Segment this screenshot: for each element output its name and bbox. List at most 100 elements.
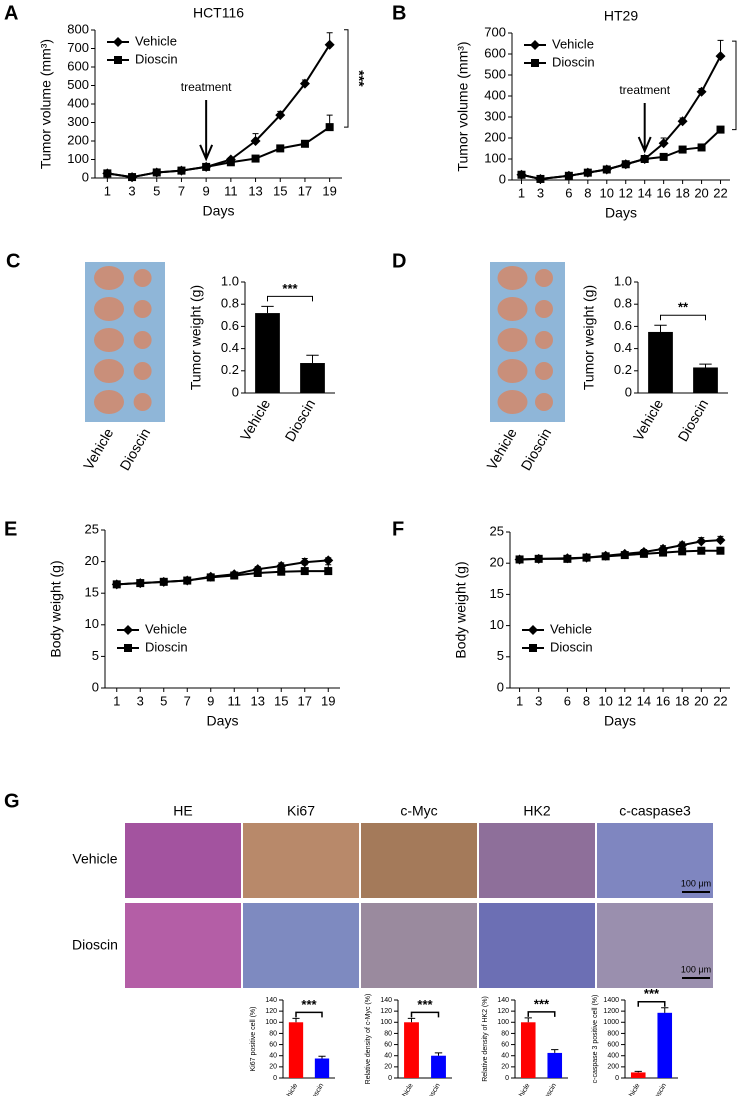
- x-tick-label: 17: [298, 693, 312, 708]
- y-tick-label: 25: [85, 521, 99, 536]
- panel-letter: E: [4, 518, 17, 540]
- panel-letter: G: [4, 790, 20, 812]
- y-tick-label: 1400: [603, 997, 619, 1004]
- legend-marker: [124, 644, 132, 652]
- y-tick-label: 0.8: [614, 296, 632, 311]
- significance-bracket: [527, 1011, 556, 1017]
- marker: [658, 138, 669, 149]
- error-bar: [434, 1052, 443, 1056]
- tumor: [497, 266, 528, 290]
- legend-label: Dioscin: [550, 639, 593, 654]
- marker: [159, 577, 168, 586]
- photo-label: Dioscin: [116, 425, 153, 473]
- column-label: c-caspase3: [619, 803, 691, 819]
- micrograph: [479, 823, 595, 898]
- y-tick-label: 0: [505, 1075, 509, 1082]
- legend-marker: [531, 59, 539, 67]
- x-tick-label: Dioscin: [541, 1082, 559, 1096]
- significance-label: ***: [351, 70, 367, 87]
- y-tick-label: 800: [67, 21, 89, 36]
- tumor: [133, 331, 152, 349]
- significance-label: ***: [417, 997, 433, 1012]
- panel-letter: F: [392, 518, 404, 540]
- column-label: c-Myc: [400, 803, 437, 819]
- y-tick-label: 400: [67, 95, 89, 110]
- y-tick-label: 200: [607, 1064, 619, 1071]
- marker: [620, 551, 629, 560]
- tumor: [133, 269, 152, 287]
- y-tick-label: 100: [484, 150, 506, 165]
- y-tick-label: 140: [380, 997, 392, 1004]
- error-bar: [654, 324, 667, 332]
- y-tick-label: 100: [497, 1019, 509, 1026]
- significance-bracket: [410, 1011, 440, 1018]
- y-tick-label: 300: [484, 108, 506, 123]
- tumor: [94, 390, 124, 414]
- y-tick-label: 600: [607, 1041, 619, 1048]
- row-label: Dioscin: [72, 937, 118, 953]
- bar: [300, 363, 325, 393]
- error-bar: [261, 305, 274, 314]
- y-tick-label: 60: [269, 1041, 277, 1048]
- x-tick-label: 12: [619, 185, 633, 200]
- error-bar: [551, 1049, 559, 1053]
- y-tick-label: 100: [380, 1019, 392, 1026]
- x-axis-label: Days: [203, 203, 235, 219]
- tumor: [535, 331, 553, 349]
- y-tick-label: 40: [269, 1053, 277, 1060]
- marker: [697, 546, 706, 555]
- y-tick-label: 20: [85, 553, 99, 568]
- x-tick-label: 22: [713, 185, 727, 200]
- marker: [659, 548, 668, 557]
- x-tick-label: Dioscin: [424, 1082, 442, 1096]
- y-axis-label: Ki67 positive cell (%): [250, 1007, 257, 1072]
- legend-marker: [530, 40, 540, 50]
- micrograph: [243, 903, 359, 988]
- y-tick-label: 0.6: [221, 318, 239, 333]
- x-tick-label: Vehicle: [630, 396, 667, 443]
- error-bar: [407, 1017, 416, 1023]
- marker: [103, 169, 112, 178]
- marker: [300, 139, 309, 148]
- x-tick-label: Vehicle: [237, 396, 274, 443]
- x-tick-label: Dioscin: [281, 396, 318, 444]
- x-tick-label: 14: [637, 693, 651, 708]
- y-tick-label: 500: [67, 77, 89, 92]
- x-tick-label: 3: [128, 183, 135, 198]
- y-tick-label: 5: [497, 648, 504, 663]
- y-tick-label: 1.0: [614, 273, 632, 288]
- marker: [621, 160, 630, 169]
- column-label: HK2: [523, 803, 550, 819]
- x-tick-label: 15: [274, 693, 288, 708]
- marker: [677, 116, 688, 127]
- y-tick-label: 15: [490, 586, 504, 601]
- marker: [515, 555, 524, 564]
- bar: [431, 1055, 446, 1078]
- x-tick-label: 3: [137, 693, 144, 708]
- panel-letter: B: [392, 2, 406, 24]
- y-tick-label: 80: [269, 1030, 277, 1037]
- y-axis-label: Relative density of HK2 (%): [482, 996, 489, 1082]
- y-axis-label: Tumor weight (g): [581, 285, 597, 390]
- y-axis-label: Body weight (g): [453, 561, 469, 658]
- y-axis-label: c-caspase 3 positive cell (%): [592, 995, 599, 1084]
- tumor: [497, 359, 528, 383]
- y-tick-label: 0: [273, 1075, 277, 1082]
- y-tick-label: 300: [67, 114, 89, 129]
- micrograph: [243, 823, 359, 898]
- y-tick-label: 0: [615, 1075, 619, 1082]
- marker: [659, 152, 668, 161]
- marker: [277, 567, 286, 576]
- legend-marker: [113, 37, 123, 47]
- y-tick-label: 0.6: [614, 318, 632, 333]
- chart-title: HCT116: [193, 5, 244, 21]
- y-tick-label: 600: [484, 45, 506, 60]
- tumor: [497, 297, 528, 321]
- bar: [288, 1022, 304, 1078]
- x-axis-label: Days: [207, 713, 239, 729]
- y-tick-label: 200: [484, 129, 506, 144]
- marker: [325, 123, 334, 132]
- y-tick-label: 20: [501, 1064, 509, 1071]
- tumor: [497, 328, 528, 352]
- marker: [602, 165, 611, 174]
